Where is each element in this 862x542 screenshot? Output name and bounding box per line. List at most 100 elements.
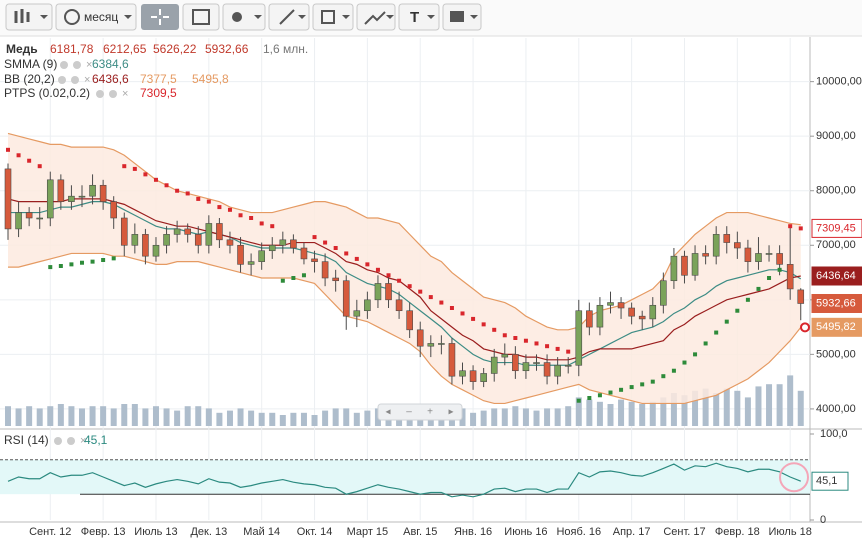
indicators-button[interactable] — [222, 3, 266, 31]
candle-body — [723, 234, 731, 243]
panel-button[interactable] — [182, 3, 220, 31]
volume-bar — [723, 388, 730, 426]
y-tick-label: 4000,00 — [816, 403, 856, 415]
ptps-dot — [703, 341, 708, 346]
price-tag-label: 7309,45 — [816, 222, 856, 234]
candle-body — [110, 201, 117, 219]
eye-icon — [54, 437, 62, 445]
gear-icon — [73, 61, 81, 69]
x-tick-label: Сент. 12 — [29, 526, 71, 538]
volume-bar — [121, 404, 128, 426]
volume-bar — [480, 410, 487, 426]
candle-body — [564, 364, 572, 367]
volume-bar — [766, 384, 773, 426]
volume-bar — [15, 408, 22, 426]
ptps-dot — [777, 267, 782, 272]
volume-bar — [554, 408, 561, 426]
candle-body — [385, 283, 392, 301]
volume-bar — [343, 408, 350, 426]
ohlc-label: 6181,78 — [50, 42, 94, 56]
rsi-tick-label: 0 — [820, 514, 826, 526]
price-tag-label: 6436,64 — [816, 270, 856, 282]
volume-bar — [491, 408, 498, 426]
volume-bar — [142, 408, 149, 426]
candle-body — [279, 239, 287, 246]
candle-body — [448, 343, 456, 377]
ptps-dot — [576, 398, 581, 403]
legend-value: 7377,5 — [140, 72, 177, 86]
legend-value: 6384,6 — [92, 57, 129, 71]
legend-name: RSI (14) — [4, 433, 49, 447]
volume-bar — [364, 410, 371, 426]
candle-body — [554, 364, 561, 377]
y-tick-label: 7000,00 — [816, 239, 856, 251]
candle-body — [596, 304, 604, 328]
volume-bar — [290, 412, 297, 426]
candle-body — [184, 228, 191, 235]
ptps-dot — [502, 333, 507, 338]
eye-icon — [96, 90, 104, 98]
close-icon: × — [86, 59, 92, 71]
ptps-dot — [439, 300, 444, 305]
ptps-dot — [724, 319, 729, 324]
ptps-dot — [249, 216, 254, 220]
y-tick-label: 8000,00 — [816, 185, 856, 197]
ptps-dot — [756, 286, 761, 291]
text-tool-button[interactable] — [398, 3, 440, 31]
candle-body — [438, 343, 445, 345]
candle-body — [300, 247, 308, 260]
x-tick-label: Апр. 17 — [613, 526, 651, 538]
legend-value: 5495,8 — [192, 72, 229, 86]
candle-body — [469, 370, 477, 382]
x-tick-label: Дек. 13 — [190, 526, 227, 538]
price-tag — [811, 317, 862, 337]
volume-bar — [649, 401, 656, 426]
crosshair-button[interactable] — [141, 4, 179, 30]
volume-bar — [512, 406, 519, 426]
icon — [40, 15, 48, 19]
candle-body — [712, 234, 720, 257]
ptps-dot — [375, 267, 380, 272]
candle-body — [776, 253, 783, 265]
candle-body — [702, 253, 709, 257]
candle-body — [586, 310, 593, 328]
volume-bar — [586, 399, 593, 426]
icon — [298, 15, 306, 19]
ptps-dot — [386, 273, 391, 278]
scroll-icon: + — [427, 407, 433, 418]
close-icon: × — [84, 74, 90, 86]
icon — [342, 15, 350, 19]
ptps-dot — [397, 278, 402, 283]
close-icon: × — [122, 88, 128, 100]
ptps-dot — [365, 262, 370, 267]
instrument-name: Медь — [6, 42, 38, 56]
candle-body — [36, 217, 44, 220]
ptps-dot — [354, 256, 359, 261]
candle-body — [543, 362, 551, 377]
scroll-icon: – — [406, 407, 412, 418]
line-tool-button[interactable] — [268, 3, 310, 31]
volume-bar — [216, 412, 223, 426]
volume-bar — [522, 408, 529, 426]
icon — [151, 9, 169, 25]
volume-bar — [36, 408, 43, 426]
volume-bar — [670, 393, 677, 426]
candle-body — [120, 217, 128, 246]
volume-bar — [702, 388, 709, 426]
volume-label: 1,6 млн. — [263, 42, 308, 56]
eye-icon — [60, 61, 68, 69]
bb-middle-line — [7, 198, 801, 361]
ptps-dot — [259, 221, 264, 226]
toolbar-buttons: месяц T — [5, 3, 482, 31]
bb-band-fill — [8, 133, 801, 404]
ptps-dot — [407, 284, 412, 289]
period-label: месяц — [84, 10, 118, 24]
candle-body — [142, 234, 149, 257]
gear-icon — [71, 76, 79, 84]
candle-body — [321, 261, 329, 279]
candle-body — [353, 310, 361, 317]
candle-body — [194, 234, 202, 246]
candle-body — [395, 299, 403, 312]
text-tool-label: T — [410, 9, 419, 26]
